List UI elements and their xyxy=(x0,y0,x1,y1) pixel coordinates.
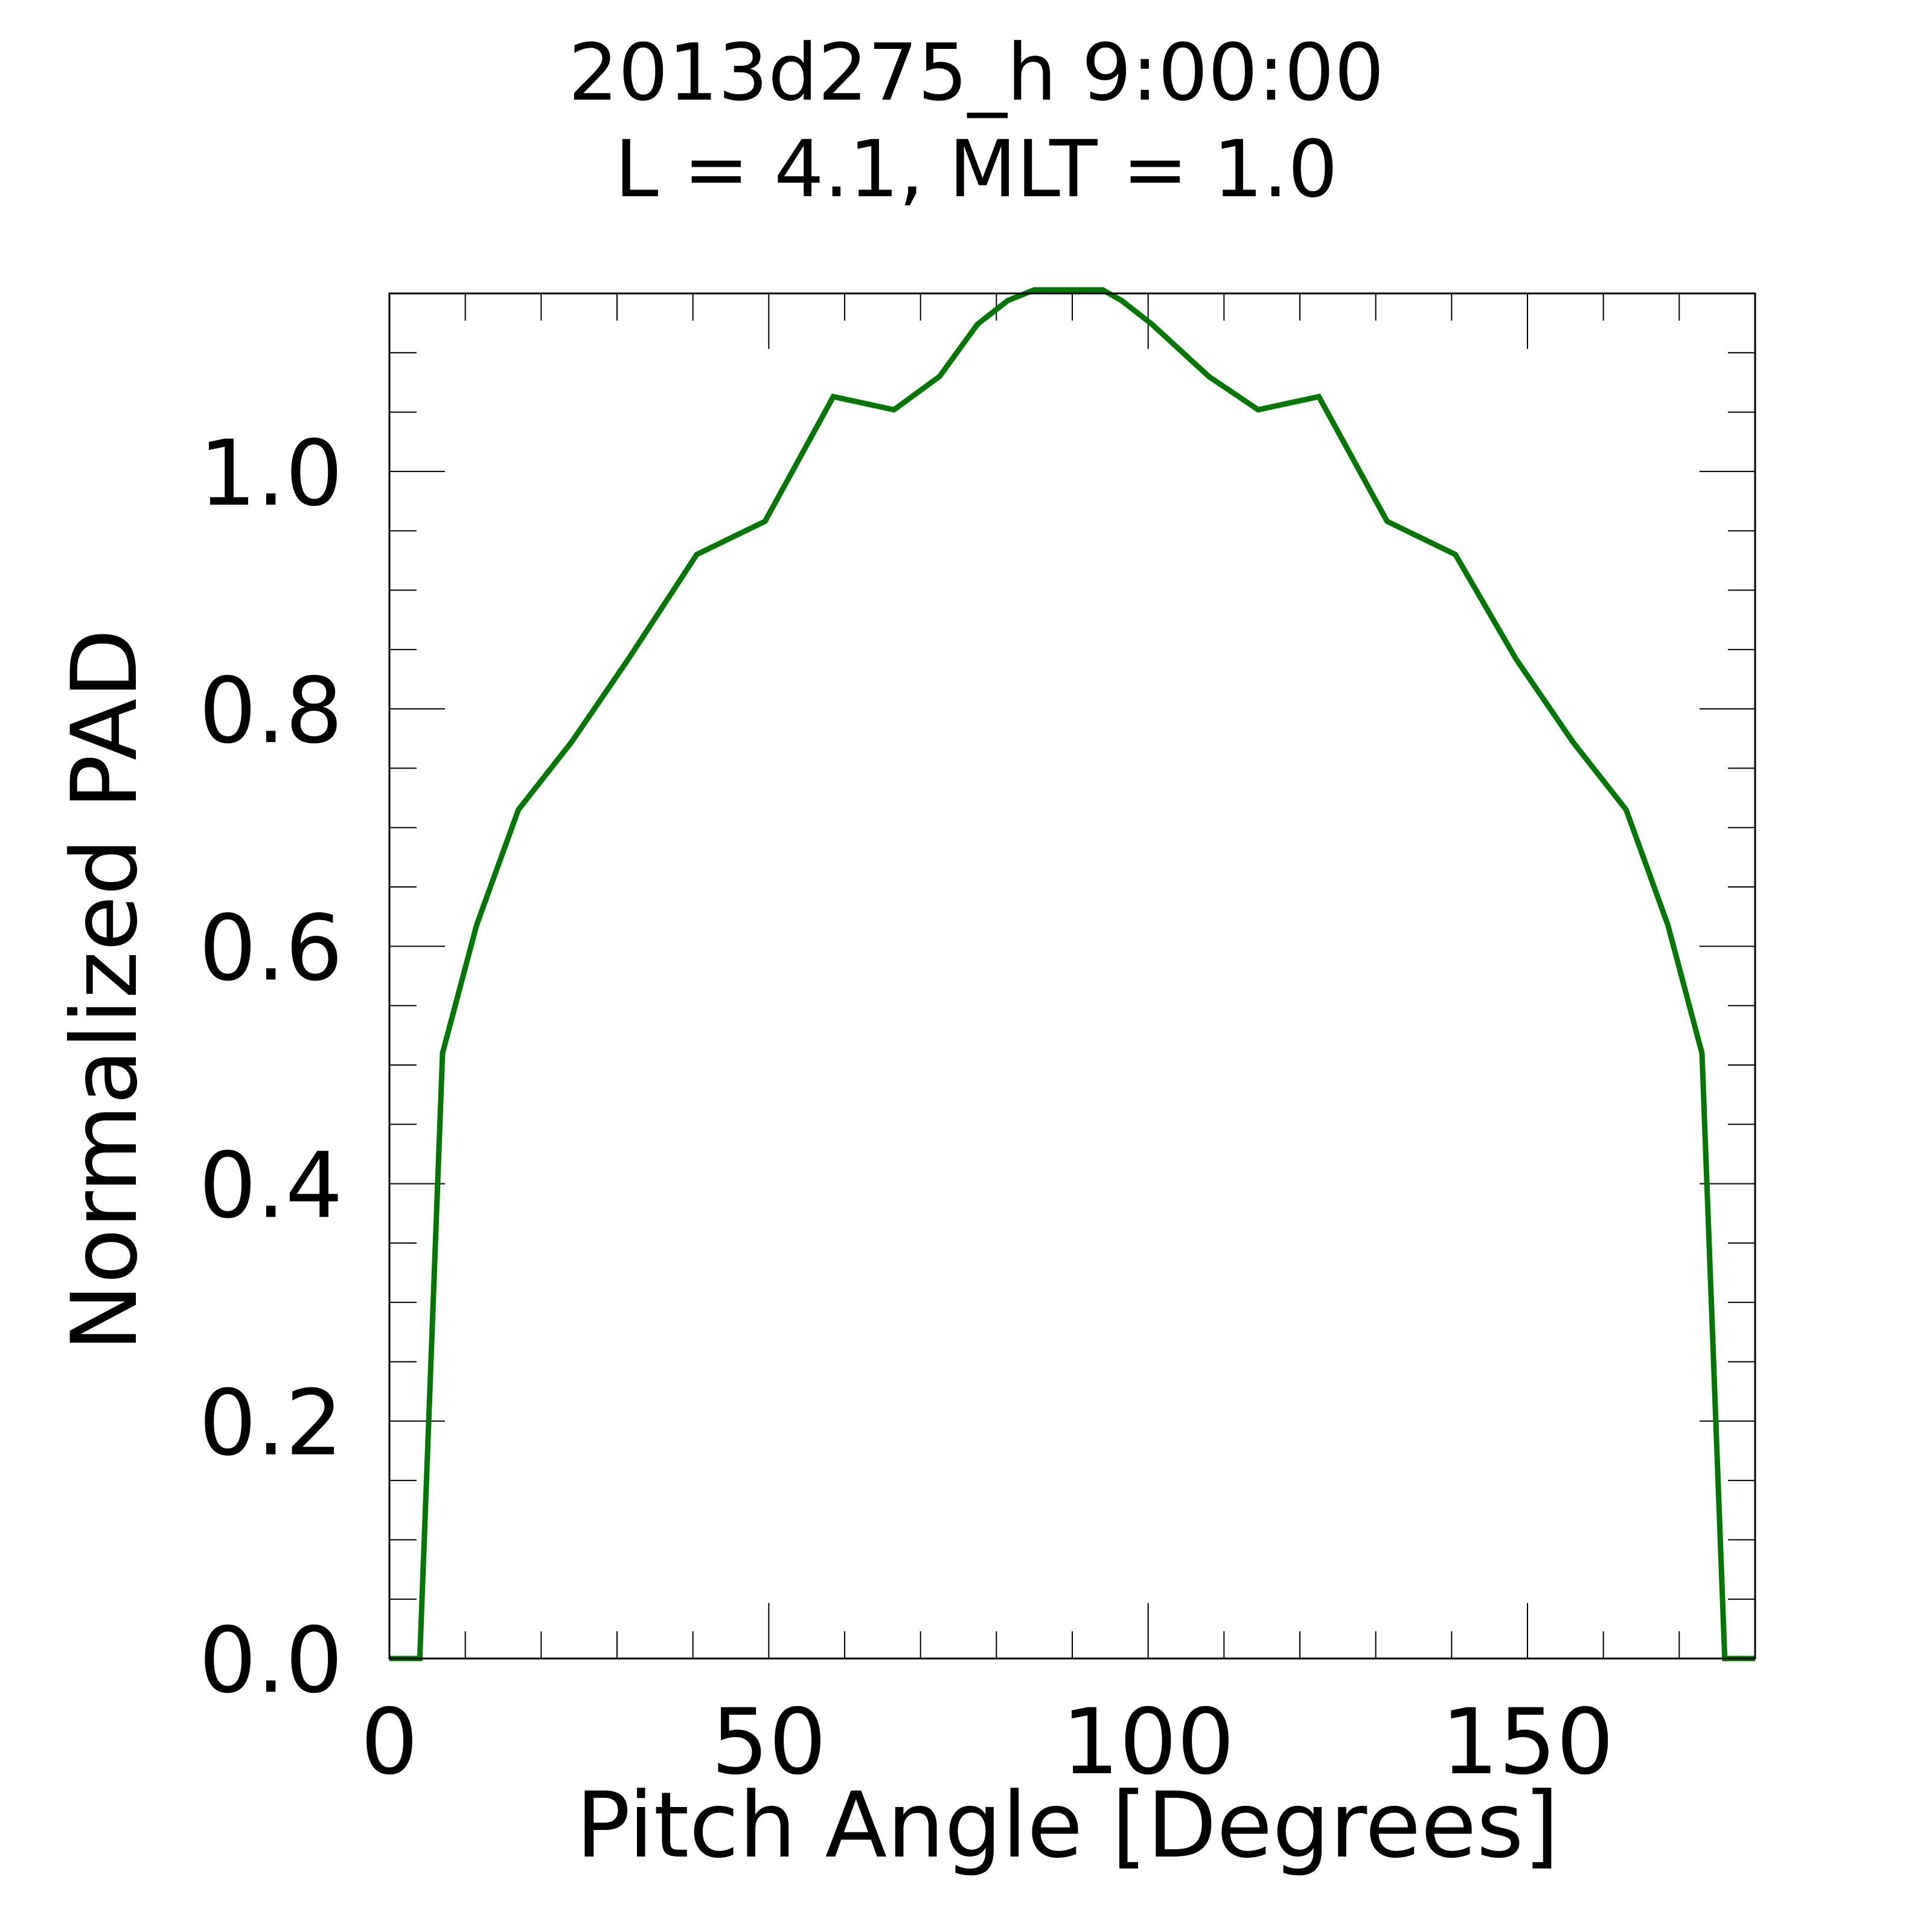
axis-ticks xyxy=(389,293,1756,1659)
plot-frame xyxy=(388,292,1756,1660)
pad-series-line xyxy=(389,287,1755,1662)
y-tick-label: 0.6 xyxy=(199,896,343,1001)
y-tick-label: 0.4 xyxy=(199,1134,343,1239)
x-tick-label: 150 xyxy=(1441,1690,1614,1795)
data-series xyxy=(389,287,1755,1662)
x-tick-label: 100 xyxy=(1062,1690,1235,1795)
y-tick-label: 0.0 xyxy=(199,1608,343,1713)
y-tick-label: 0.2 xyxy=(199,1371,343,1476)
x-tick-label: 50 xyxy=(711,1690,827,1795)
y-tick-label: 1.0 xyxy=(199,421,343,526)
tick-labels: 0 50 100 150 0.0 0.2 0.4 0.6 0.8 1.0 xyxy=(199,421,1614,1795)
y-tick-label: 0.8 xyxy=(199,659,343,764)
chart-title-line1: 2013d275_h 9:00:00 xyxy=(568,27,1384,118)
x-tick-label: 0 xyxy=(360,1690,418,1795)
chart-title-line2: L = 4.1, MLT = 1.0 xyxy=(615,123,1338,215)
x-axis-label: Pitch Angle [Degrees] xyxy=(576,1773,1559,1878)
y-axis-label: Normalized PAD xyxy=(53,629,158,1351)
